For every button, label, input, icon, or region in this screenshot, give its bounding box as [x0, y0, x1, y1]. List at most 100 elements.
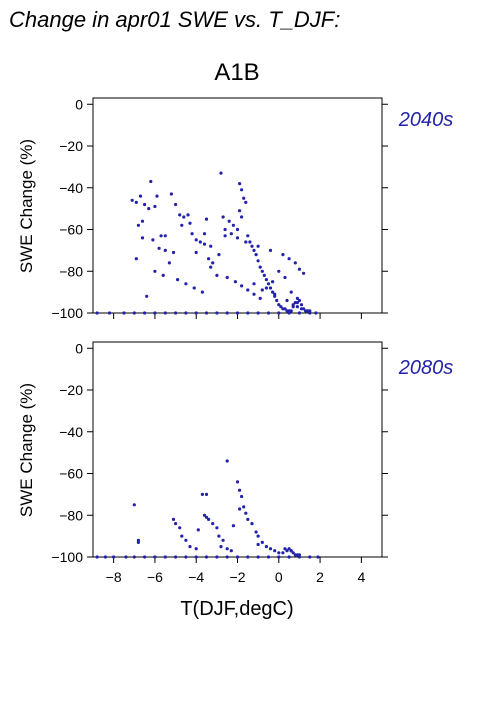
data-point	[250, 244, 254, 248]
data-point	[180, 223, 184, 227]
data-point	[246, 311, 250, 315]
y-axis-label: SWE Change (%)	[17, 383, 36, 517]
data-point	[287, 311, 291, 315]
data-point	[136, 223, 140, 227]
data-point	[273, 549, 277, 553]
data-point	[167, 261, 171, 265]
data-point	[174, 311, 178, 315]
data-point	[295, 296, 299, 300]
scenario-title: A1B	[214, 59, 259, 86]
data-point	[217, 534, 221, 538]
data-point	[140, 219, 145, 223]
data-point	[176, 278, 180, 282]
data-point	[235, 311, 240, 315]
data-point	[124, 555, 128, 559]
data-point	[202, 242, 207, 246]
data-point	[138, 194, 143, 198]
data-point	[256, 244, 260, 248]
data-point	[159, 234, 163, 238]
page-title: Change in apr01 SWE vs. T_DJF:	[9, 7, 340, 32]
plot-frame	[92, 97, 383, 314]
x-axis-label: T(DJF,degC)	[180, 598, 293, 620]
data-point	[190, 232, 194, 236]
data-point	[153, 311, 157, 315]
data-point	[211, 261, 215, 265]
data-point	[163, 234, 167, 238]
data-point	[145, 294, 149, 298]
y-ticks: 0 −20 −40 −60 −80 −100	[51, 96, 388, 321]
data-point	[184, 311, 188, 315]
data-point	[260, 540, 264, 545]
data-point	[268, 248, 273, 252]
data-point	[221, 538, 225, 542]
data-point	[248, 240, 252, 244]
data-point	[266, 311, 271, 315]
data-point	[233, 280, 237, 284]
data-point	[302, 271, 306, 275]
data-point	[219, 545, 223, 549]
data-point	[225, 311, 229, 315]
y-tick-label: −40	[59, 180, 83, 196]
data-point	[262, 273, 266, 277]
data-point	[297, 555, 301, 559]
data-point	[285, 298, 289, 303]
y-tick-label: −80	[59, 507, 83, 523]
data-point	[240, 188, 244, 192]
data-point	[188, 545, 192, 549]
data-point	[143, 202, 147, 207]
y-tick-label: −20	[59, 382, 83, 398]
data-point	[178, 213, 182, 217]
x-tick-label: −8	[106, 569, 122, 585]
period-label: 2040s	[398, 109, 454, 131]
data-point	[122, 311, 126, 315]
data-point	[238, 209, 242, 213]
data-point	[289, 549, 293, 553]
data-point	[238, 488, 242, 492]
data-point	[112, 555, 116, 559]
y-tick-label: 0	[75, 96, 83, 112]
data-point	[279, 305, 283, 309]
data-point	[211, 522, 215, 526]
data-point	[186, 213, 190, 217]
data-point	[252, 248, 256, 252]
data-point	[215, 555, 219, 559]
data-point	[240, 494, 244, 499]
data-point	[256, 534, 260, 538]
data-point	[256, 259, 260, 263]
data-point	[283, 275, 287, 280]
data-point	[151, 238, 155, 242]
data-point	[295, 305, 299, 309]
data-point	[209, 265, 213, 269]
data-point	[273, 292, 277, 296]
y-tick-label: −60	[59, 222, 83, 238]
data-point	[132, 555, 136, 559]
data-point	[209, 244, 213, 248]
data-point	[314, 311, 318, 315]
data-point	[194, 250, 198, 255]
data-point	[143, 555, 147, 559]
data-point	[246, 234, 250, 238]
data-point	[107, 311, 112, 315]
data-point	[235, 555, 240, 559]
data-point	[215, 311, 219, 315]
data-point	[204, 555, 209, 559]
data-point	[246, 517, 250, 522]
data-point	[293, 261, 297, 265]
data-point	[256, 311, 260, 315]
data-point	[225, 547, 229, 551]
data-point	[225, 275, 229, 280]
data-point	[204, 311, 209, 315]
data-point	[250, 522, 254, 526]
data-point	[149, 179, 153, 184]
data-point	[207, 517, 211, 522]
data-point	[227, 219, 231, 223]
data-point	[242, 505, 246, 509]
period-label: 2080s	[398, 357, 454, 379]
data-point	[297, 267, 301, 271]
data-point	[246, 288, 250, 292]
data-point	[198, 240, 202, 244]
data-point	[161, 273, 165, 277]
data-point	[194, 238, 198, 242]
data-point	[287, 257, 291, 261]
